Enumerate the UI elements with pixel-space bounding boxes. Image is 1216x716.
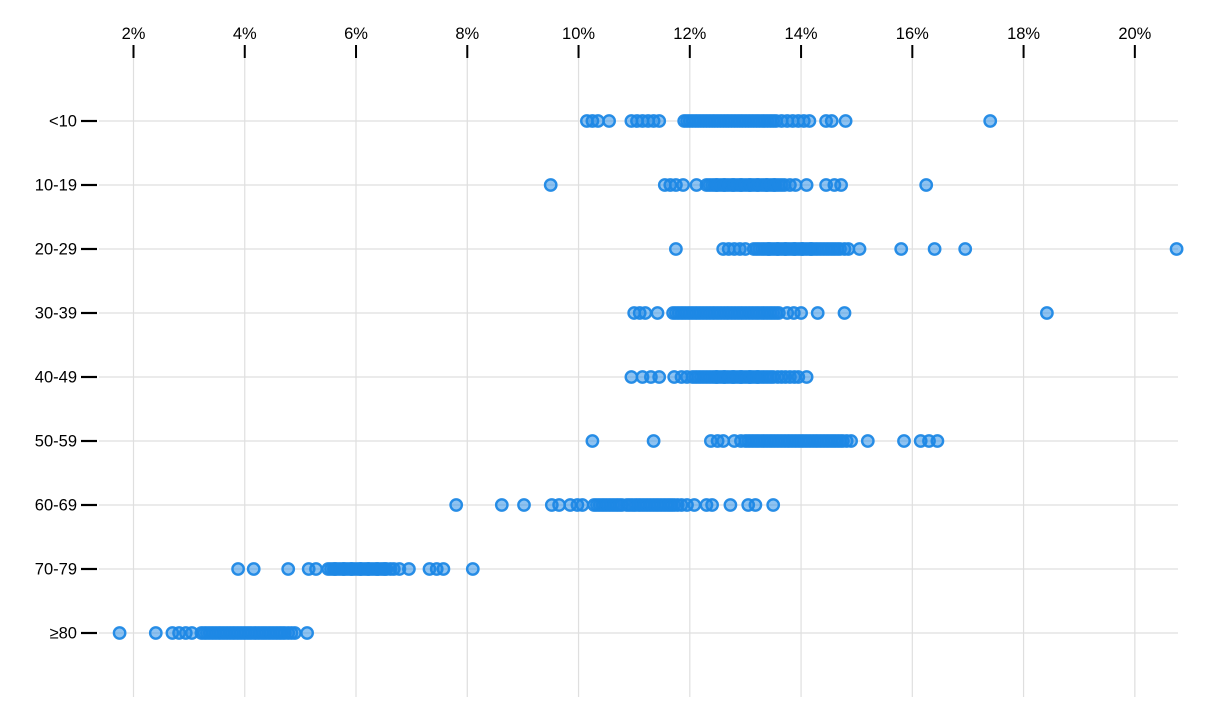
x-tick-label: 2% [122,25,146,43]
data-point [958,242,973,256]
data-point [897,434,911,448]
data-point [602,114,616,128]
data-point [852,242,867,256]
y-tick-label: 60-69 [35,497,77,515]
data-point [837,306,852,320]
x-tick-label: 20% [1118,25,1151,43]
data-point [676,178,690,192]
x-tick-label: 8% [455,25,479,43]
y-tick-label: 20-29 [35,241,77,259]
x-tick-label: 14% [785,25,818,43]
data-point [449,498,464,512]
data-point [841,242,856,256]
y-tick-label: 10-19 [35,177,77,195]
data-point [112,626,127,640]
data-point [148,626,163,640]
data-point [517,498,531,512]
data-point [652,114,667,128]
data-point [401,562,416,576]
y-tick-label: 70-79 [35,561,77,579]
data-point [705,498,719,512]
data-point [591,114,605,128]
data-point [1040,306,1054,320]
data-point [624,370,639,384]
x-tick-label: 12% [673,25,706,43]
data-point [860,434,875,448]
data-point [766,498,781,512]
data-point [638,306,653,320]
x-tick-label: 4% [233,25,257,43]
x-tick-label: 18% [1007,25,1040,43]
data-point [788,178,803,192]
data-point [802,114,817,128]
data-point [799,178,814,192]
y-tick-label: 40-49 [35,369,77,387]
data-point [894,242,909,256]
data-point [824,114,839,128]
data-point [652,370,667,384]
data-point [919,178,934,192]
y-tick-label: 50-59 [35,433,77,451]
data-point [650,306,665,320]
data-point [646,434,661,448]
data-point [844,434,858,448]
data-point [799,370,814,384]
data-point [246,562,261,576]
y-tick-label: ≥80 [50,625,77,643]
x-tick-label: 16% [896,25,929,43]
data-point [465,562,480,576]
data-point [834,178,848,192]
data-point [552,498,566,512]
data-point [231,562,246,576]
data-point [748,498,763,512]
data-point [281,562,296,576]
y-tick-label: 30-39 [35,305,77,323]
data-point [585,434,600,448]
data-point [927,242,942,256]
data-point [930,434,945,448]
data-point [723,498,738,512]
data-point [300,626,314,640]
data-point [810,306,825,320]
data-point [494,498,509,512]
data-point [287,626,302,640]
data-point [838,114,853,128]
data-point [983,114,998,128]
y-tick-label: <10 [49,113,77,131]
data-point [669,242,683,256]
data-point [687,498,702,512]
x-tick-label: 6% [344,25,368,43]
data-point [1169,242,1184,256]
data-point [436,562,451,576]
data-point [794,306,808,320]
data-point [716,434,731,448]
data-point [543,178,558,192]
data-point [309,562,323,576]
x-tick-label: 10% [562,25,595,43]
data-point [575,498,590,512]
